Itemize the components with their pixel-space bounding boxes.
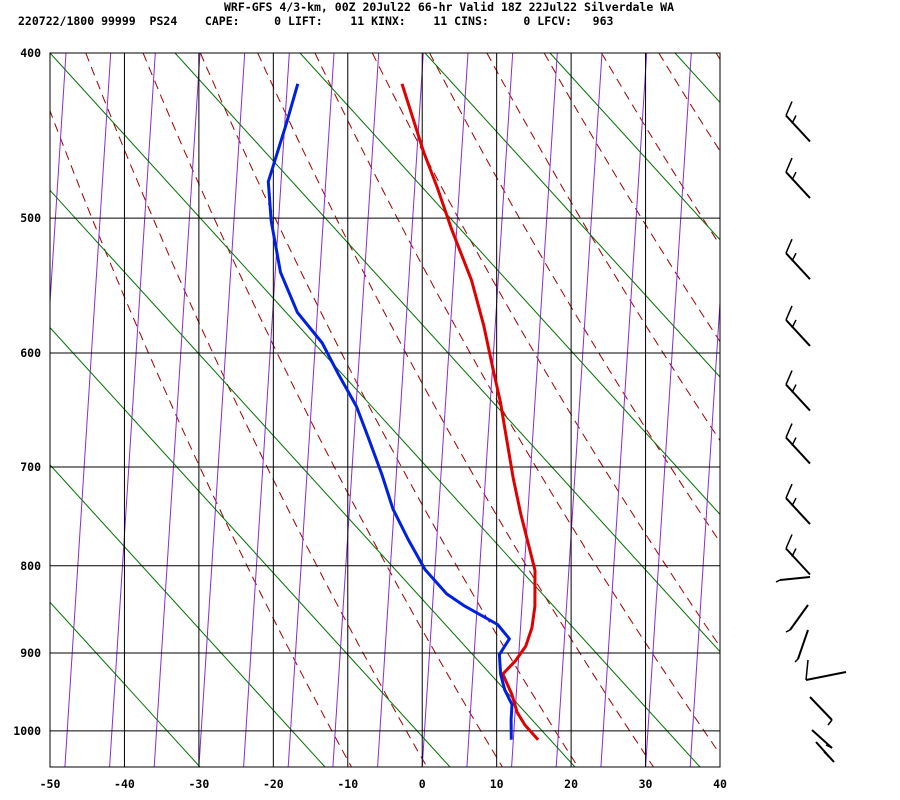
chart-title: WRF-GFS 4/3-km, 00Z 20Jul22 66-hr Valid … (224, 0, 675, 14)
wind-barb (794, 629, 809, 663)
wind-barb (809, 696, 833, 726)
x-tick-label: -30 (188, 777, 209, 791)
mixing-ratio-line (555, 53, 603, 767)
x-tick-label: -50 (40, 777, 61, 791)
y-tick-label: 700 (20, 460, 41, 474)
y-tick-label: 600 (20, 346, 41, 360)
x-tick-label: -20 (263, 777, 284, 791)
x-tick-label: 20 (564, 777, 578, 791)
mixing-ratio-line (735, 53, 781, 767)
diagonal-reference-line (800, 53, 900, 767)
dry-adiabat (601, 53, 720, 247)
dry-adiabat (658, 53, 720, 152)
temperature-line (400, 83, 540, 741)
x-tick-label: -40 (114, 777, 135, 791)
tick-labels: -50 -40 -30 -20 -10 0 10 20 30 40 400 500 600 700 800 9… (13, 46, 727, 791)
diagonal-reference-line (50, 464, 326, 767)
dry-adiabat (831, 53, 900, 767)
y-tick-label: 1000 (13, 724, 41, 738)
x-tick-label: 10 (490, 777, 504, 791)
mixing-ratio-line (64, 53, 112, 767)
mixing-ratio-line (421, 53, 469, 767)
wind-barb (785, 370, 811, 412)
x-tick-label: -10 (337, 777, 358, 791)
y-tick-label: 900 (20, 646, 41, 660)
diagonal-reference-line (549, 53, 720, 241)
wind-barb (785, 157, 811, 199)
mixing-ratio-line (153, 53, 201, 767)
mixing-ratio-line (869, 53, 900, 767)
x-tick-label: 40 (713, 777, 727, 791)
diagonal-reference-line (299, 53, 720, 516)
wind-barb (785, 101, 811, 143)
dry-adiabat (257, 53, 654, 767)
plot-frame (49, 52, 721, 768)
mixing-ratio-line (109, 53, 156, 767)
chart-header: WRF-GFS 4/3-km, 00Z 20Jul22 66-hr Valid … (0, 0, 900, 34)
wind-barbs (775, 101, 847, 763)
x-tick-label: 30 (639, 777, 653, 791)
wind-barb (785, 534, 811, 576)
wind-barb (775, 576, 811, 583)
diagonal-reference-line (50, 601, 201, 767)
mixing-ratio-line (466, 53, 514, 767)
dry-adiabat (715, 53, 720, 61)
mixing-ratio-line (332, 53, 380, 767)
grid (49, 52, 721, 768)
diagonal-reference-line (50, 53, 701, 767)
background-lines (0, 53, 900, 767)
mixing-ratio-line (689, 294, 720, 767)
diagonal-reference-line (674, 53, 720, 104)
dry-adiabat (142, 53, 503, 767)
diagonal-reference-line (50, 326, 451, 767)
mixing-ratio-line (377, 53, 424, 767)
dry-adiabat (543, 53, 720, 343)
wind-barb (785, 305, 811, 347)
y-tick-label: 400 (20, 46, 41, 60)
mixing-ratio-line (645, 53, 692, 767)
dry-adiabat (429, 53, 720, 544)
wind-barb (811, 729, 833, 749)
mixing-ratio-line (600, 53, 648, 767)
mixing-ratio-line (824, 53, 870, 767)
dry-adiabat (486, 53, 720, 442)
mixing-ratio-line (0, 53, 21, 767)
diagonal-reference-line (174, 53, 720, 653)
dry-adiabat (773, 53, 900, 767)
y-tick-label: 800 (20, 559, 41, 573)
x-tick-label: 0 (419, 777, 426, 791)
wind-barb (805, 659, 847, 681)
mixing-ratio-line (780, 53, 826, 767)
dewpoint-line (266, 83, 514, 740)
diagonal-reference-line (50, 189, 576, 767)
wind-barb (815, 741, 835, 763)
dry-adiabat (85, 53, 428, 767)
profile-series (266, 83, 540, 741)
sounding-indices: 220722/1800 99999 PS24 CAPE: 0 LIFT: 11 … (18, 14, 614, 28)
mixing-ratio-line (198, 53, 246, 767)
wind-barb (785, 238, 811, 280)
mixing-ratio-line (511, 53, 558, 767)
wind-barb (785, 423, 811, 465)
wind-barb (785, 604, 809, 633)
dry-adiabat (314, 53, 720, 755)
dry-adiabat (371, 53, 720, 648)
mixing-ratio-line (50, 53, 67, 311)
mixing-ratio-line (287, 53, 335, 767)
diagonal-reference-line (424, 53, 720, 378)
mixing-ratio-line (243, 53, 290, 767)
dry-adiabat (50, 109, 352, 767)
dry-adiabat (199, 53, 579, 767)
wind-barb (785, 483, 811, 525)
y-tick-label: 500 (20, 211, 41, 225)
dry-adiabat (888, 53, 900, 767)
